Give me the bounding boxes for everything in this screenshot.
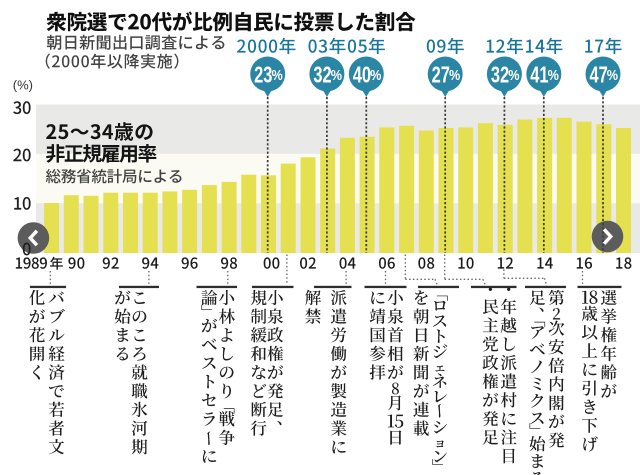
svg-text:%: %: [331, 67, 342, 83]
svg-text:%: %: [548, 67, 559, 83]
svg-text:41: 41: [530, 63, 548, 88]
svg-text:47: 47: [589, 63, 607, 88]
svg-text:(%): (%): [13, 77, 33, 92]
svg-text:23: 23: [254, 63, 272, 88]
svg-text:%: %: [370, 67, 381, 83]
svg-text:%: %: [272, 67, 283, 83]
svg-text:32: 32: [313, 63, 331, 88]
svg-text:%: %: [607, 67, 618, 83]
svg-text:32: 32: [491, 63, 509, 88]
svg-text:%: %: [508, 67, 519, 83]
svg-text:40: 40: [353, 63, 371, 88]
svg-text:%: %: [449, 67, 460, 83]
svg-text:27: 27: [432, 63, 450, 88]
